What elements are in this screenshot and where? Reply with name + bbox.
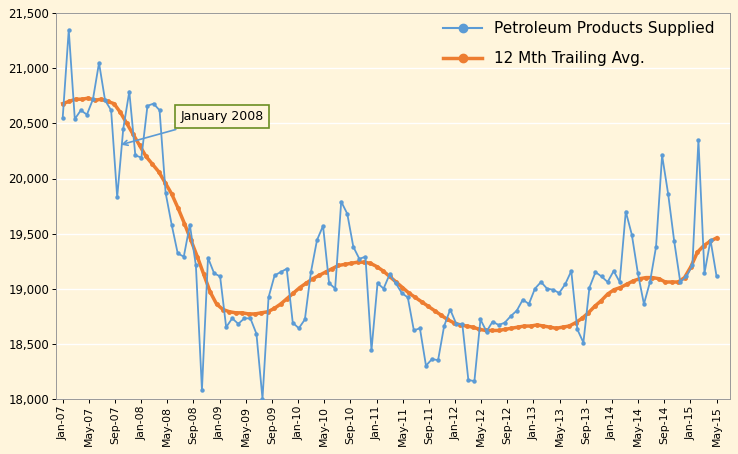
Text: January 2008: January 2008: [123, 110, 263, 145]
Legend: Petroleum Products Supplied, 12 Mth Trailing Avg.: Petroleum Products Supplied, 12 Mth Trai…: [436, 13, 722, 74]
